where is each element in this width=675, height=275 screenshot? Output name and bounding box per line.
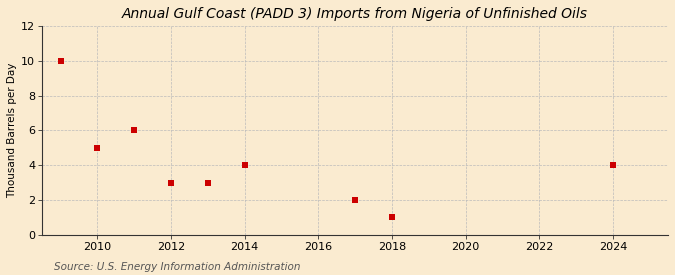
Point — [387, 215, 398, 219]
Point — [202, 180, 213, 185]
Point — [350, 198, 360, 202]
Point — [129, 128, 140, 133]
Point — [239, 163, 250, 167]
Point — [165, 180, 176, 185]
Point — [608, 163, 618, 167]
Title: Annual Gulf Coast (PADD 3) Imports from Nigeria of Unfinished Oils: Annual Gulf Coast (PADD 3) Imports from … — [122, 7, 588, 21]
Text: Source: U.S. Energy Information Administration: Source: U.S. Energy Information Administ… — [54, 262, 300, 272]
Point — [92, 145, 103, 150]
Point — [55, 59, 66, 63]
Y-axis label: Thousand Barrels per Day: Thousand Barrels per Day — [7, 63, 17, 198]
